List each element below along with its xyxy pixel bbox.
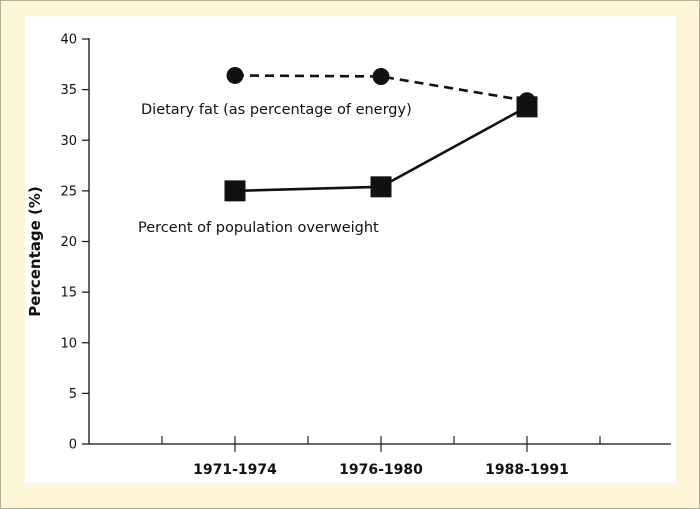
series-annotation-2: Percent of population overweight xyxy=(138,220,379,236)
y-tick-label: 20 xyxy=(60,235,77,250)
y-tick-label: 5 xyxy=(69,387,77,402)
y-tick-label: 40 xyxy=(60,33,77,48)
chart-panel: 0 5 10 15 20 25 30 35 40 1971-1974 1976-1980 1988-1… xyxy=(25,16,676,483)
axes: 0 5 10 15 20 25 30 35 40 1971-1974 1976-1980 1988-1… xyxy=(26,33,671,478)
labels-layer: Dietary fat (as percentage of energy) Per… xyxy=(138,102,412,236)
line-chart: 0 5 10 15 20 25 30 35 40 1971-1974 1976-1980 1988-1… xyxy=(26,33,671,478)
y-tick-label: 0 xyxy=(69,438,77,453)
y-tick-label: 25 xyxy=(60,184,77,199)
series-layer xyxy=(224,66,538,202)
y-tick-label: 35 xyxy=(60,83,77,98)
data-point-circle xyxy=(372,67,390,85)
y-axis-title: Percentage (%) xyxy=(26,186,44,316)
data-point-square xyxy=(516,96,538,118)
x-category-label: 1976-1980 xyxy=(339,462,423,478)
series-annotation-1: Dietary fat (as percentage of energy) xyxy=(141,102,412,118)
x-category-label: 1971-1974 xyxy=(193,462,277,478)
y-tick-label: 30 xyxy=(60,134,77,149)
data-point-circle xyxy=(226,66,244,84)
y-tick-label: 10 xyxy=(60,336,77,351)
y-tick-label: 15 xyxy=(60,286,77,301)
data-point-square xyxy=(224,180,246,202)
x-category-label: 1988-1991 xyxy=(485,462,569,478)
data-point-square xyxy=(370,176,392,198)
series-line-1 xyxy=(234,74,528,103)
